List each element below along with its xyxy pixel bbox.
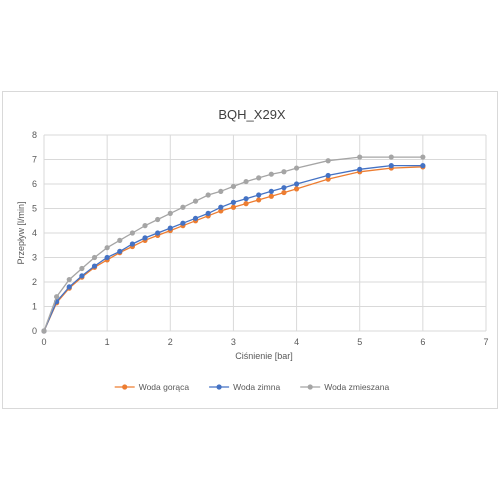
data-point — [256, 175, 262, 181]
legend-item: Woda gorąca — [114, 382, 190, 392]
x-tick-label: 0 — [41, 337, 46, 347]
data-point — [180, 204, 186, 210]
y-tick-label: 7 — [32, 155, 37, 165]
x-tick-label: 6 — [420, 337, 425, 347]
x-tick-label: 2 — [168, 337, 173, 347]
legend-label: Woda zimna — [233, 382, 280, 392]
y-axis-ticks: 0 1 2 3 4 5 6 7 8 — [32, 130, 37, 336]
data-point — [281, 185, 287, 191]
data-point — [218, 204, 224, 210]
legend-swatch-marker — [122, 384, 128, 390]
legend-item: Woda zmieszana — [300, 382, 390, 392]
data-point — [388, 154, 394, 160]
data-point — [243, 178, 249, 185]
data-point — [325, 172, 331, 179]
data-point — [388, 163, 394, 169]
data-point — [281, 189, 287, 196]
data-point — [117, 237, 123, 243]
legend-swatch-marker — [216, 384, 222, 390]
data-point — [104, 254, 110, 261]
data-point — [192, 198, 199, 204]
data-point — [79, 265, 85, 272]
data-point — [54, 294, 60, 300]
chart-title: BQH_X29X — [218, 107, 286, 122]
data-point — [192, 215, 199, 221]
data-point — [66, 276, 72, 283]
x-axis-title: Ciśnienie [bar] — [235, 351, 293, 361]
data-point — [281, 169, 287, 175]
data-point — [66, 284, 72, 290]
data-point — [230, 183, 237, 190]
data-point — [104, 245, 110, 251]
legend-swatch-marker — [307, 384, 313, 390]
y-tick-label: 6 — [32, 179, 37, 189]
legend-label: Woda gorąca — [139, 382, 190, 392]
data-point — [167, 210, 173, 216]
series-woda-zmieszana — [41, 154, 426, 334]
data-point — [129, 241, 135, 247]
data-point — [117, 248, 123, 254]
data-point — [218, 188, 224, 194]
y-tick-label: 2 — [32, 277, 37, 287]
y-tick-label: 1 — [32, 302, 37, 312]
data-point — [41, 328, 47, 334]
y-tick-label: 8 — [32, 130, 37, 140]
x-tick-label: 5 — [357, 337, 362, 347]
data-point — [230, 199, 237, 205]
data-point — [218, 208, 224, 214]
data-point — [243, 196, 249, 202]
data-point — [91, 254, 98, 261]
data-point — [167, 225, 173, 231]
data-point — [268, 171, 274, 177]
data-point — [420, 154, 426, 160]
data-point — [91, 263, 98, 269]
legend-item: Woda zimna — [209, 382, 280, 392]
series-layer — [41, 154, 426, 334]
x-tick-label: 7 — [483, 337, 488, 347]
data-point — [129, 230, 135, 236]
x-tick-label: 4 — [294, 337, 299, 347]
data-point — [325, 158, 331, 164]
x-axis-ticks: 0 1 2 3 4 5 6 7 — [41, 337, 488, 347]
y-axis-title: Przepływ [l/min] — [16, 201, 26, 264]
gridlines — [43, 134, 487, 332]
data-point — [420, 163, 426, 169]
chart-frame — [2, 91, 498, 409]
data-point — [243, 201, 249, 207]
data-point — [142, 223, 148, 229]
x-tick-label: 3 — [231, 337, 236, 347]
data-point — [293, 165, 300, 171]
y-tick-label: 0 — [32, 326, 37, 336]
data-point — [256, 192, 262, 198]
data-point — [180, 220, 186, 226]
data-point — [325, 176, 331, 182]
x-tick-label: 1 — [105, 337, 110, 347]
data-point — [155, 216, 161, 223]
data-point — [357, 166, 363, 172]
data-point — [268, 193, 274, 199]
data-point — [357, 154, 363, 160]
data-point — [155, 230, 161, 236]
data-point — [142, 235, 148, 241]
legend: Woda gorąca Woda zimna Woda zmieszana — [114, 382, 390, 392]
y-tick-label: 4 — [32, 228, 37, 238]
data-point — [205, 192, 211, 198]
data-point — [268, 188, 274, 194]
data-point — [256, 197, 262, 203]
data-point — [230, 204, 237, 210]
data-point — [205, 210, 211, 216]
y-tick-label: 3 — [32, 253, 37, 263]
data-point — [293, 186, 300, 192]
y-tick-label: 5 — [32, 204, 37, 214]
data-point — [79, 273, 85, 279]
legend-label: Woda zmieszana — [324, 382, 389, 392]
series-woda-zimna — [41, 163, 426, 334]
data-point — [293, 181, 300, 187]
